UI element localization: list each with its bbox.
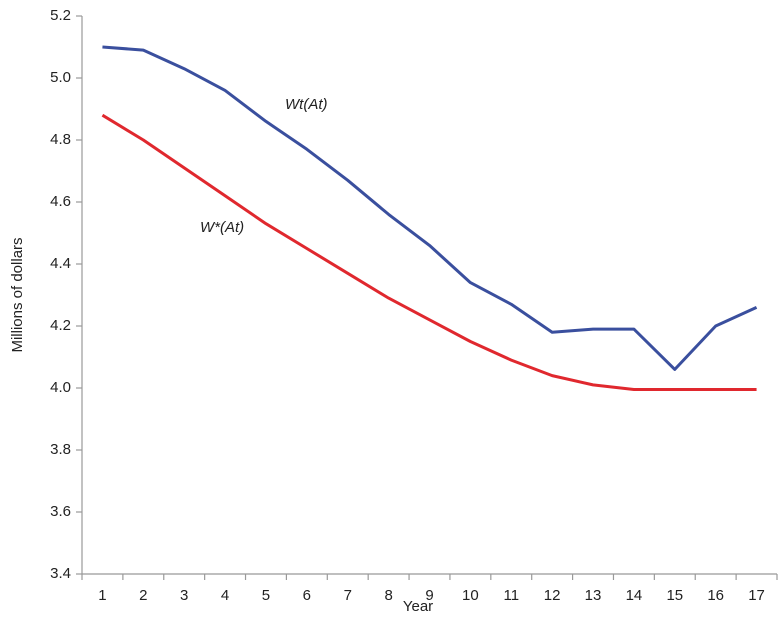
x-axis-label: Year [403,598,433,615]
y-tick-label: 5.0 [50,69,71,86]
x-tick-label: 12 [544,587,561,604]
x-tick-label: 11 [503,587,519,604]
x-tick-label: 16 [707,587,724,604]
x-tick-label: 14 [626,587,643,604]
x-tick-label: 6 [303,587,311,604]
y-tick-label: 3.8 [50,441,71,458]
x-tick-label: 1 [98,587,106,604]
x-tick-label: 13 [585,587,602,604]
x-tick-label: 2 [139,587,147,604]
line-series [102,45,758,371]
y-tick-label: 4.4 [50,255,71,272]
x-tick-label: 17 [748,587,765,604]
x-tick-label: 3 [180,587,188,604]
x-tick-label: 4 [221,587,229,604]
y-tick-label: 5.2 [50,7,71,24]
series-label: Wt(At) [285,96,328,113]
x-tick-label: 15 [666,587,683,604]
x-tick-label: 7 [344,587,352,604]
y-tick-label: 4.2 [50,317,71,334]
x-tick-label: 9 [425,587,433,604]
y-tick-label: 3.6 [50,503,71,520]
y-tick-label: 4.0 [50,379,71,396]
y-tick-label: 4.6 [50,193,71,210]
y-tick-label: 4.8 [50,131,71,148]
x-tick-label: 5 [262,587,270,604]
line-series [101,113,757,392]
y-tick-label: 3.4 [50,565,71,582]
y-axis-label: Millions of dollars [9,237,26,352]
x-tick-label: 8 [384,587,392,604]
x-tick-label: 10 [462,587,479,604]
series-label: W*(At) [200,219,244,236]
